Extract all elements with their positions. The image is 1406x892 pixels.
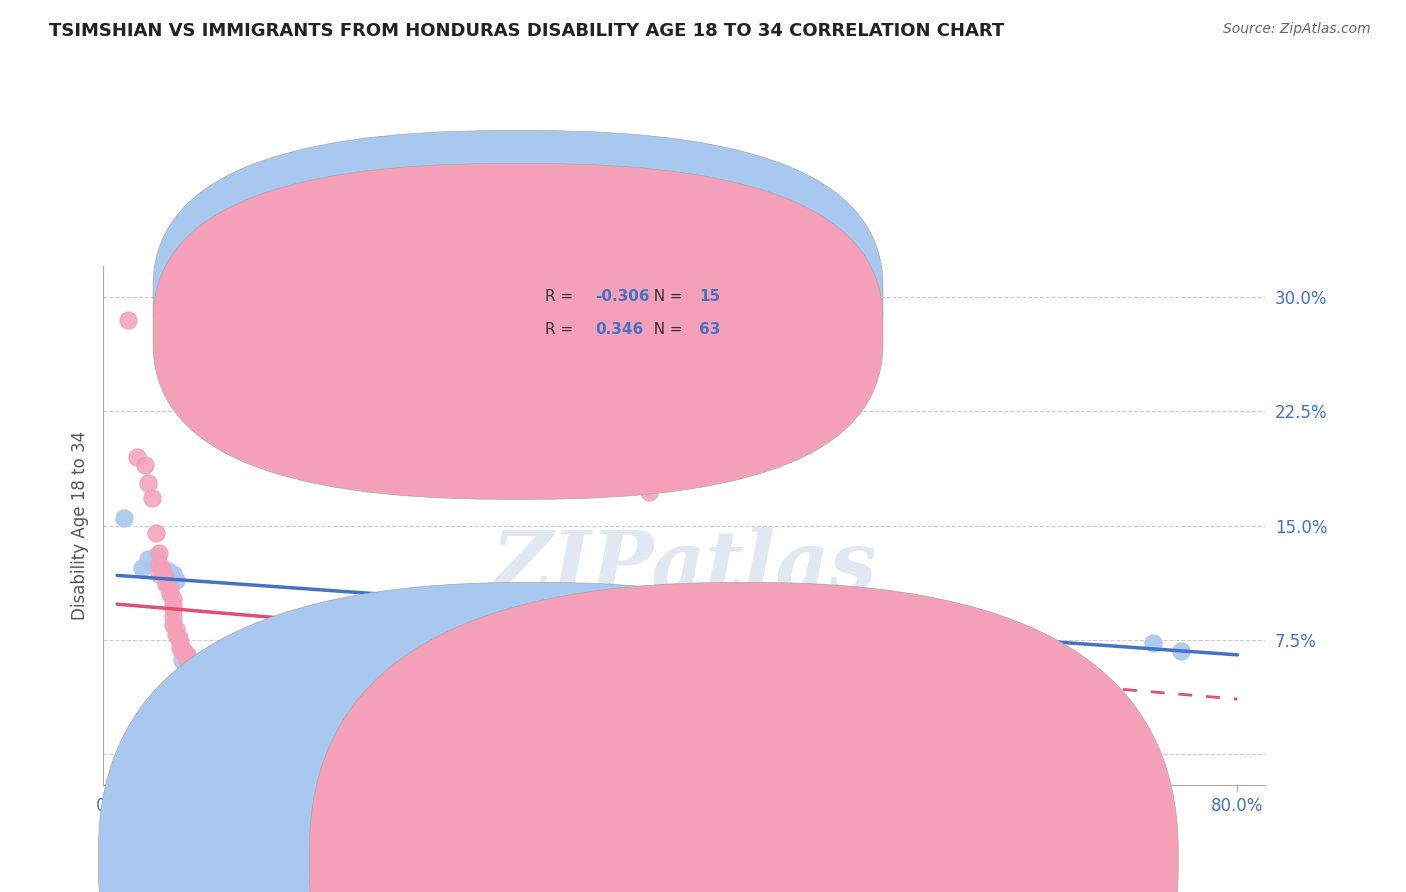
Point (165, 622, 187, 636)
Point (183, 656, 205, 670)
Point (638, 485, 661, 500)
Point (197, 658, 219, 673)
FancyBboxPatch shape (486, 277, 754, 352)
Text: R =: R = (544, 322, 578, 337)
Point (193, 658, 215, 673)
Point (159, 582, 181, 597)
Point (173, 643, 195, 657)
Text: ZIPatlas: ZIPatlas (492, 527, 877, 607)
Point (156, 565, 179, 579)
Point (167, 632, 190, 646)
Point (155, 576, 177, 591)
Text: Immigrants from Honduras: Immigrants from Honduras (762, 853, 969, 867)
Point (159, 570, 181, 584)
Point (176, 648, 198, 663)
Text: N =: N = (644, 322, 688, 337)
Text: -0.306: -0.306 (595, 289, 650, 304)
Point (169, 636, 191, 650)
Text: R =: R = (544, 289, 578, 304)
Point (695, 640, 717, 655)
Point (187, 664, 209, 678)
Point (141, 491, 163, 505)
Point (413, 643, 436, 657)
Point (735, 648, 758, 663)
Point (281, 640, 304, 655)
Point (125, 450, 148, 464)
Point (834, 648, 856, 663)
Point (162, 610, 184, 624)
Point (145, 549, 167, 563)
Point (666, 643, 689, 657)
Point (778, 648, 800, 663)
Text: 15: 15 (699, 289, 720, 304)
Point (148, 557, 170, 571)
Point (385, 643, 408, 657)
Point (179, 653, 201, 667)
Point (207, 664, 229, 678)
Point (302, 643, 325, 657)
Point (162, 602, 184, 616)
Point (176, 648, 198, 663)
Point (184, 658, 207, 673)
Text: Source: ZipAtlas.com: Source: ZipAtlas.com (1223, 22, 1371, 37)
Point (201, 664, 224, 678)
Point (352, 640, 374, 655)
Point (136, 552, 159, 566)
Point (1170, 643, 1192, 657)
Point (246, 668, 269, 682)
Point (190, 664, 212, 678)
Point (148, 546, 170, 560)
Point (148, 558, 170, 573)
Point (153, 570, 176, 584)
Point (170, 653, 193, 667)
Text: 0.346: 0.346 (595, 322, 643, 337)
Text: N =: N = (644, 289, 688, 304)
Point (181, 656, 204, 670)
Point (596, 643, 619, 657)
Point (162, 567, 184, 582)
Text: 63: 63 (699, 322, 721, 337)
Point (441, 643, 464, 657)
Point (159, 587, 181, 601)
Point (876, 653, 898, 667)
Point (170, 643, 193, 657)
Point (232, 671, 254, 685)
Point (112, 511, 135, 525)
Point (806, 648, 828, 663)
FancyBboxPatch shape (153, 130, 883, 467)
Point (162, 617, 184, 632)
Point (134, 458, 156, 472)
Point (148, 567, 170, 582)
Text: Tsimshian: Tsimshian (551, 853, 626, 867)
Point (204, 664, 226, 678)
Point (156, 580, 179, 594)
Point (526, 640, 548, 655)
Point (145, 526, 167, 541)
Point (1142, 636, 1164, 650)
Point (176, 653, 198, 667)
Point (150, 561, 173, 575)
Point (323, 643, 346, 657)
Point (169, 640, 191, 655)
Point (918, 656, 941, 670)
Point (165, 628, 187, 642)
Text: TSIMSHIAN VS IMMIGRANTS FROM HONDURAS DISABILITY AGE 18 TO 34 CORRELATION CHART: TSIMSHIAN VS IMMIGRANTS FROM HONDURAS DI… (49, 22, 1004, 40)
Point (162, 598, 184, 612)
Point (260, 668, 283, 682)
Y-axis label: Disability Age 18 to 34: Disability Age 18 to 34 (72, 431, 89, 620)
Point (131, 561, 153, 575)
Point (150, 561, 173, 575)
Point (136, 475, 159, 490)
Point (218, 668, 240, 682)
Point (117, 313, 139, 327)
Point (165, 574, 187, 588)
Point (477, 638, 499, 652)
FancyBboxPatch shape (153, 163, 883, 500)
Point (152, 567, 174, 582)
Point (162, 591, 184, 606)
